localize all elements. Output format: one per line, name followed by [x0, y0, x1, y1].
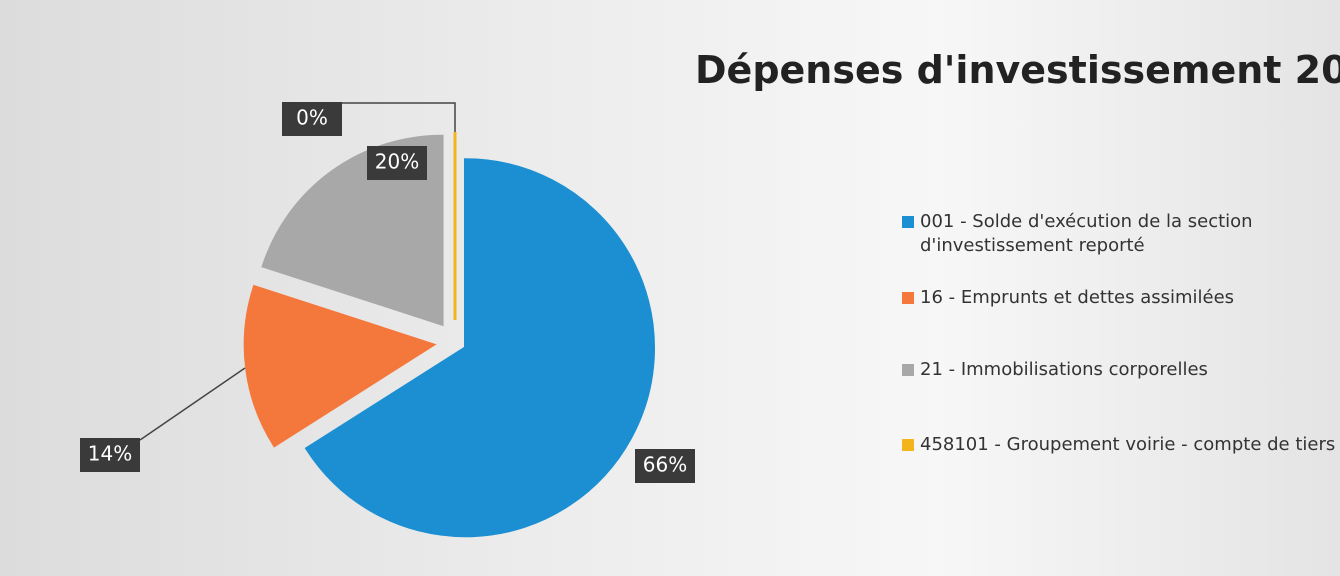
leader-line [340, 102, 456, 132]
chart-title: Dépenses d'investissement 2022 [695, 48, 1340, 92]
data-label-box [80, 438, 140, 472]
legend-label: 001 - Solde d'exécution de la section d'… [920, 211, 1253, 256]
data-label: 14% [88, 442, 132, 466]
data-label: 20% [375, 150, 419, 174]
data-label-box [635, 449, 695, 483]
leader-line [139, 367, 246, 441]
data-label: 66% [643, 453, 687, 477]
data-label-box [282, 102, 342, 136]
legend-item: 458101 - Groupement voirie - compte de t… [902, 433, 1340, 457]
legend-swatch [902, 364, 914, 376]
data-label: 0% [296, 106, 328, 130]
pie-slice [304, 158, 656, 538]
legend-item: 001 - Solde d'exécution de la section d'… [902, 210, 1340, 258]
data-label-box [367, 146, 427, 180]
legend-swatch [902, 216, 914, 228]
legend-swatch [902, 439, 914, 451]
pie-slice [261, 134, 444, 327]
legend-label: 458101 - Groupement voirie - compte de t… [920, 434, 1336, 455]
legend-item: 21 - Immobilisations corporelles [902, 358, 1340, 382]
pie-slice [243, 284, 437, 448]
legend-label: 16 - Emprunts et dettes assimilées [920, 287, 1235, 308]
legend-item: 16 - Emprunts et dettes assimilées [902, 286, 1340, 310]
legend-label: 21 - Immobilisations corporelles [920, 359, 1208, 380]
legend-swatch [902, 292, 914, 304]
